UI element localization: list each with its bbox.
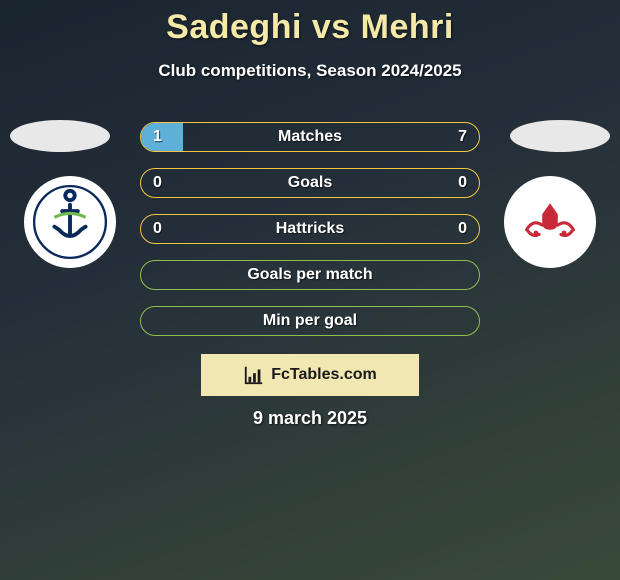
- comparison-card: Sadeghi vs Mehri Club competitions, Seas…: [0, 0, 620, 580]
- club-logo-left: [24, 176, 116, 268]
- stat-bar: 17Matches: [140, 122, 480, 152]
- brand-badge: FcTables.com: [201, 354, 419, 396]
- bar-label: Goals: [141, 174, 479, 192]
- bar-label: Min per goal: [141, 312, 479, 330]
- chart-icon: [243, 364, 265, 386]
- stat-bars: 17Matches 00Goals 00Hattricks Goals per mat…: [140, 122, 480, 352]
- stat-bar: 00Goals: [140, 168, 480, 198]
- stat-bar: 00Hattricks: [140, 214, 480, 244]
- bar-label: Goals per match: [141, 266, 479, 284]
- page-title: Sadeghi vs Mehri: [0, 0, 620, 47]
- subtitle: Club competitions, Season 2024/2025: [0, 61, 620, 81]
- date-label: 9 march 2025: [0, 408, 620, 429]
- bar-label: Matches: [141, 128, 479, 146]
- stat-bar: Goals per match: [140, 260, 480, 290]
- player-photo-left: [10, 120, 110, 152]
- club-logo-right: [504, 176, 596, 268]
- brand-text: FcTables.com: [271, 366, 377, 384]
- stat-bar: Min per goal: [140, 306, 480, 336]
- bar-label: Hattricks: [141, 220, 479, 238]
- player-photo-right: [510, 120, 610, 152]
